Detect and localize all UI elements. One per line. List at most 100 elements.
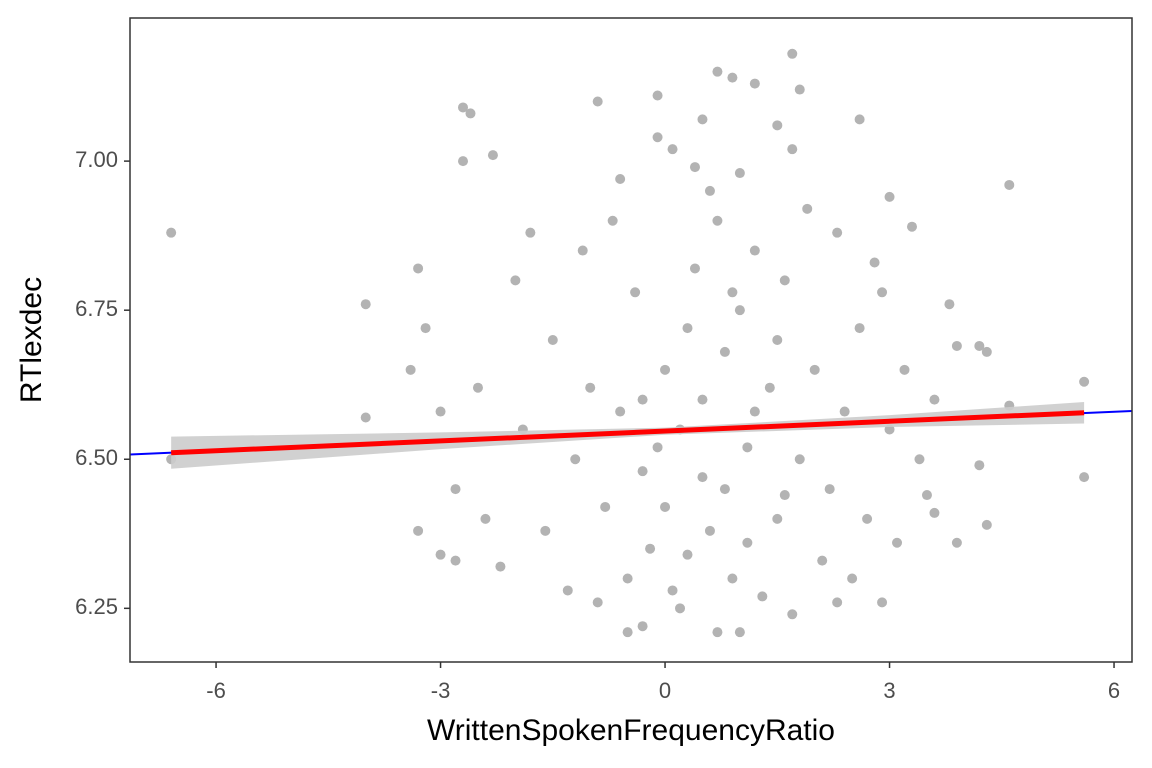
- point: [472, 382, 483, 393]
- point: [727, 72, 738, 83]
- x-tick-label: 6: [1108, 678, 1120, 703]
- point: [697, 114, 708, 125]
- point: [892, 537, 903, 548]
- point: [929, 394, 940, 405]
- point: [615, 406, 626, 417]
- regression-line: [171, 410, 1085, 456]
- x-tick-label: 0: [659, 678, 671, 703]
- point: [458, 156, 469, 167]
- point: [749, 78, 760, 89]
- point: [637, 394, 648, 405]
- point: [779, 275, 790, 286]
- point: [749, 406, 760, 417]
- point: [742, 442, 753, 453]
- point: [637, 466, 648, 477]
- point: [772, 120, 783, 131]
- point: [727, 287, 738, 298]
- point: [577, 245, 588, 256]
- point: [652, 442, 663, 453]
- point: [697, 472, 708, 483]
- point: [734, 627, 745, 638]
- point: [450, 555, 461, 566]
- point: [1004, 179, 1015, 190]
- point: [600, 501, 611, 512]
- y-tick-label: 6.50: [75, 445, 118, 470]
- point: [1079, 376, 1090, 387]
- y-axis-title: RTlexdec: [15, 277, 48, 403]
- point: [622, 627, 633, 638]
- point: [832, 597, 843, 608]
- point: [712, 215, 723, 226]
- point: [877, 287, 888, 298]
- point: [525, 227, 536, 238]
- point: [682, 323, 693, 334]
- point: [480, 513, 491, 524]
- point: [675, 603, 686, 614]
- point: [435, 406, 446, 417]
- point: [877, 597, 888, 608]
- point: [809, 364, 820, 375]
- point: [862, 513, 873, 524]
- point: [660, 364, 671, 375]
- point: [360, 299, 371, 310]
- point: [652, 90, 663, 101]
- point: [1079, 472, 1090, 483]
- point: [787, 609, 798, 620]
- point: [704, 185, 715, 196]
- point: [682, 549, 693, 560]
- point: [719, 484, 730, 495]
- point: [450, 484, 461, 495]
- point: [734, 305, 745, 316]
- point: [166, 227, 177, 238]
- point: [562, 585, 573, 596]
- x-tick-label: -6: [206, 678, 226, 703]
- point: [465, 108, 476, 119]
- point: [689, 162, 700, 173]
- point: [884, 191, 895, 202]
- point: [764, 382, 775, 393]
- point: [547, 335, 558, 345]
- point: [413, 525, 424, 536]
- point: [712, 627, 723, 638]
- point: [413, 263, 424, 274]
- x-axis-title: WrittenSpokenFrequencyRatio: [427, 714, 835, 747]
- point: [667, 144, 678, 155]
- point: [487, 150, 498, 161]
- point: [607, 215, 618, 226]
- point: [667, 585, 678, 596]
- point: [420, 323, 431, 334]
- point: [727, 573, 738, 584]
- point: [585, 382, 596, 393]
- point: [742, 537, 753, 548]
- confidence-band: [171, 402, 1085, 469]
- point: [757, 591, 768, 602]
- point: [951, 340, 962, 351]
- point: [974, 340, 985, 351]
- point: [712, 66, 723, 77]
- point: [794, 84, 805, 95]
- point: [540, 525, 551, 536]
- point: [510, 275, 521, 286]
- y-tick-label: 7.00: [75, 147, 118, 172]
- point: [592, 597, 603, 608]
- point: [951, 537, 962, 548]
- point: [704, 525, 715, 536]
- panel-border: [129, 17, 1133, 663]
- y-tick-label: 6.25: [75, 594, 118, 619]
- point: [495, 561, 506, 572]
- point: [787, 144, 798, 155]
- point: [869, 257, 880, 268]
- point: [360, 412, 371, 423]
- point: [435, 549, 446, 560]
- point: [974, 460, 985, 471]
- point: [749, 245, 760, 256]
- point: [772, 335, 783, 345]
- point: [615, 174, 626, 184]
- point: [824, 484, 835, 495]
- point: [832, 227, 843, 238]
- point: [622, 573, 633, 584]
- point: [914, 454, 925, 465]
- point: [802, 203, 813, 214]
